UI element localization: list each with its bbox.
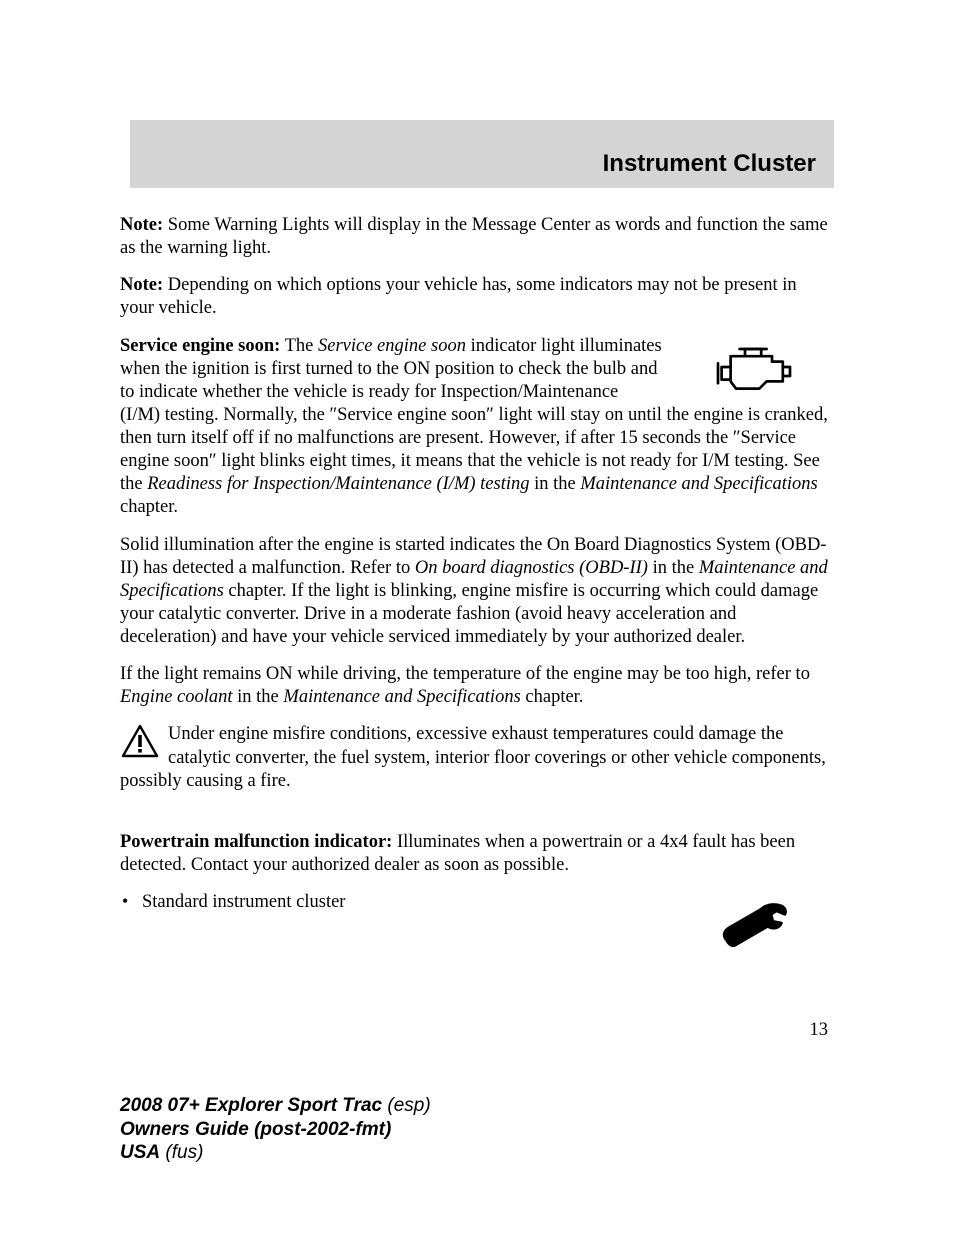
note-label: Note: bbox=[120, 275, 163, 295]
warning-block: Under engine misfire conditions, excessi… bbox=[120, 723, 834, 792]
service-engine-block: Service engine soon: The Service engine … bbox=[120, 335, 834, 534]
powertrain-heading: Powertrain malfunction indicator: bbox=[120, 832, 392, 852]
service-engine-para-3: If the light remains ON while driving, t… bbox=[120, 663, 834, 709]
wrench-icon bbox=[674, 891, 834, 955]
page: Instrument Cluster Note: Some Warning Li… bbox=[0, 0, 954, 1235]
bullet-dot: • bbox=[120, 891, 142, 913]
engine-icon bbox=[674, 335, 834, 399]
footer-line-3: USA (fus) bbox=[120, 1141, 431, 1165]
footer-line-1: 2008 07+ Explorer Sport Trac (esp) bbox=[120, 1094, 431, 1118]
warning-triangle-icon bbox=[120, 723, 162, 761]
footer: 2008 07+ Explorer Sport Trac (esp) Owner… bbox=[120, 1094, 431, 1165]
warning-text: Under engine misfire conditions, excessi… bbox=[120, 724, 826, 790]
body-text: Note: Some Warning Lights will display i… bbox=[120, 214, 834, 1042]
bullet-text: Standard instrument cluster bbox=[142, 891, 674, 914]
powertrain-bullet-block: • Standard instrument cluster bbox=[120, 891, 834, 955]
note-2: Note: Depending on which options your ve… bbox=[120, 274, 834, 320]
note-1: Note: Some Warning Lights will display i… bbox=[120, 214, 834, 260]
note-label: Note: bbox=[120, 215, 163, 235]
section-title: Instrument Cluster bbox=[603, 150, 816, 178]
service-engine-para-2: Solid illumination after the engine is s… bbox=[120, 534, 834, 650]
note-text: Depending on which options your vehicle … bbox=[120, 275, 797, 318]
powertrain-para: Powertrain malfunction indicator: Illumi… bbox=[120, 831, 834, 877]
page-number: 13 bbox=[120, 1019, 834, 1042]
note-text: Some Warning Lights will display in the … bbox=[120, 215, 828, 258]
header-band: Instrument Cluster bbox=[130, 120, 834, 188]
footer-line-2: Owners Guide (post-2002-fmt) bbox=[120, 1118, 431, 1142]
service-engine-heading: Service engine soon: bbox=[120, 336, 280, 356]
bullet-row: • Standard instrument cluster bbox=[120, 891, 674, 914]
